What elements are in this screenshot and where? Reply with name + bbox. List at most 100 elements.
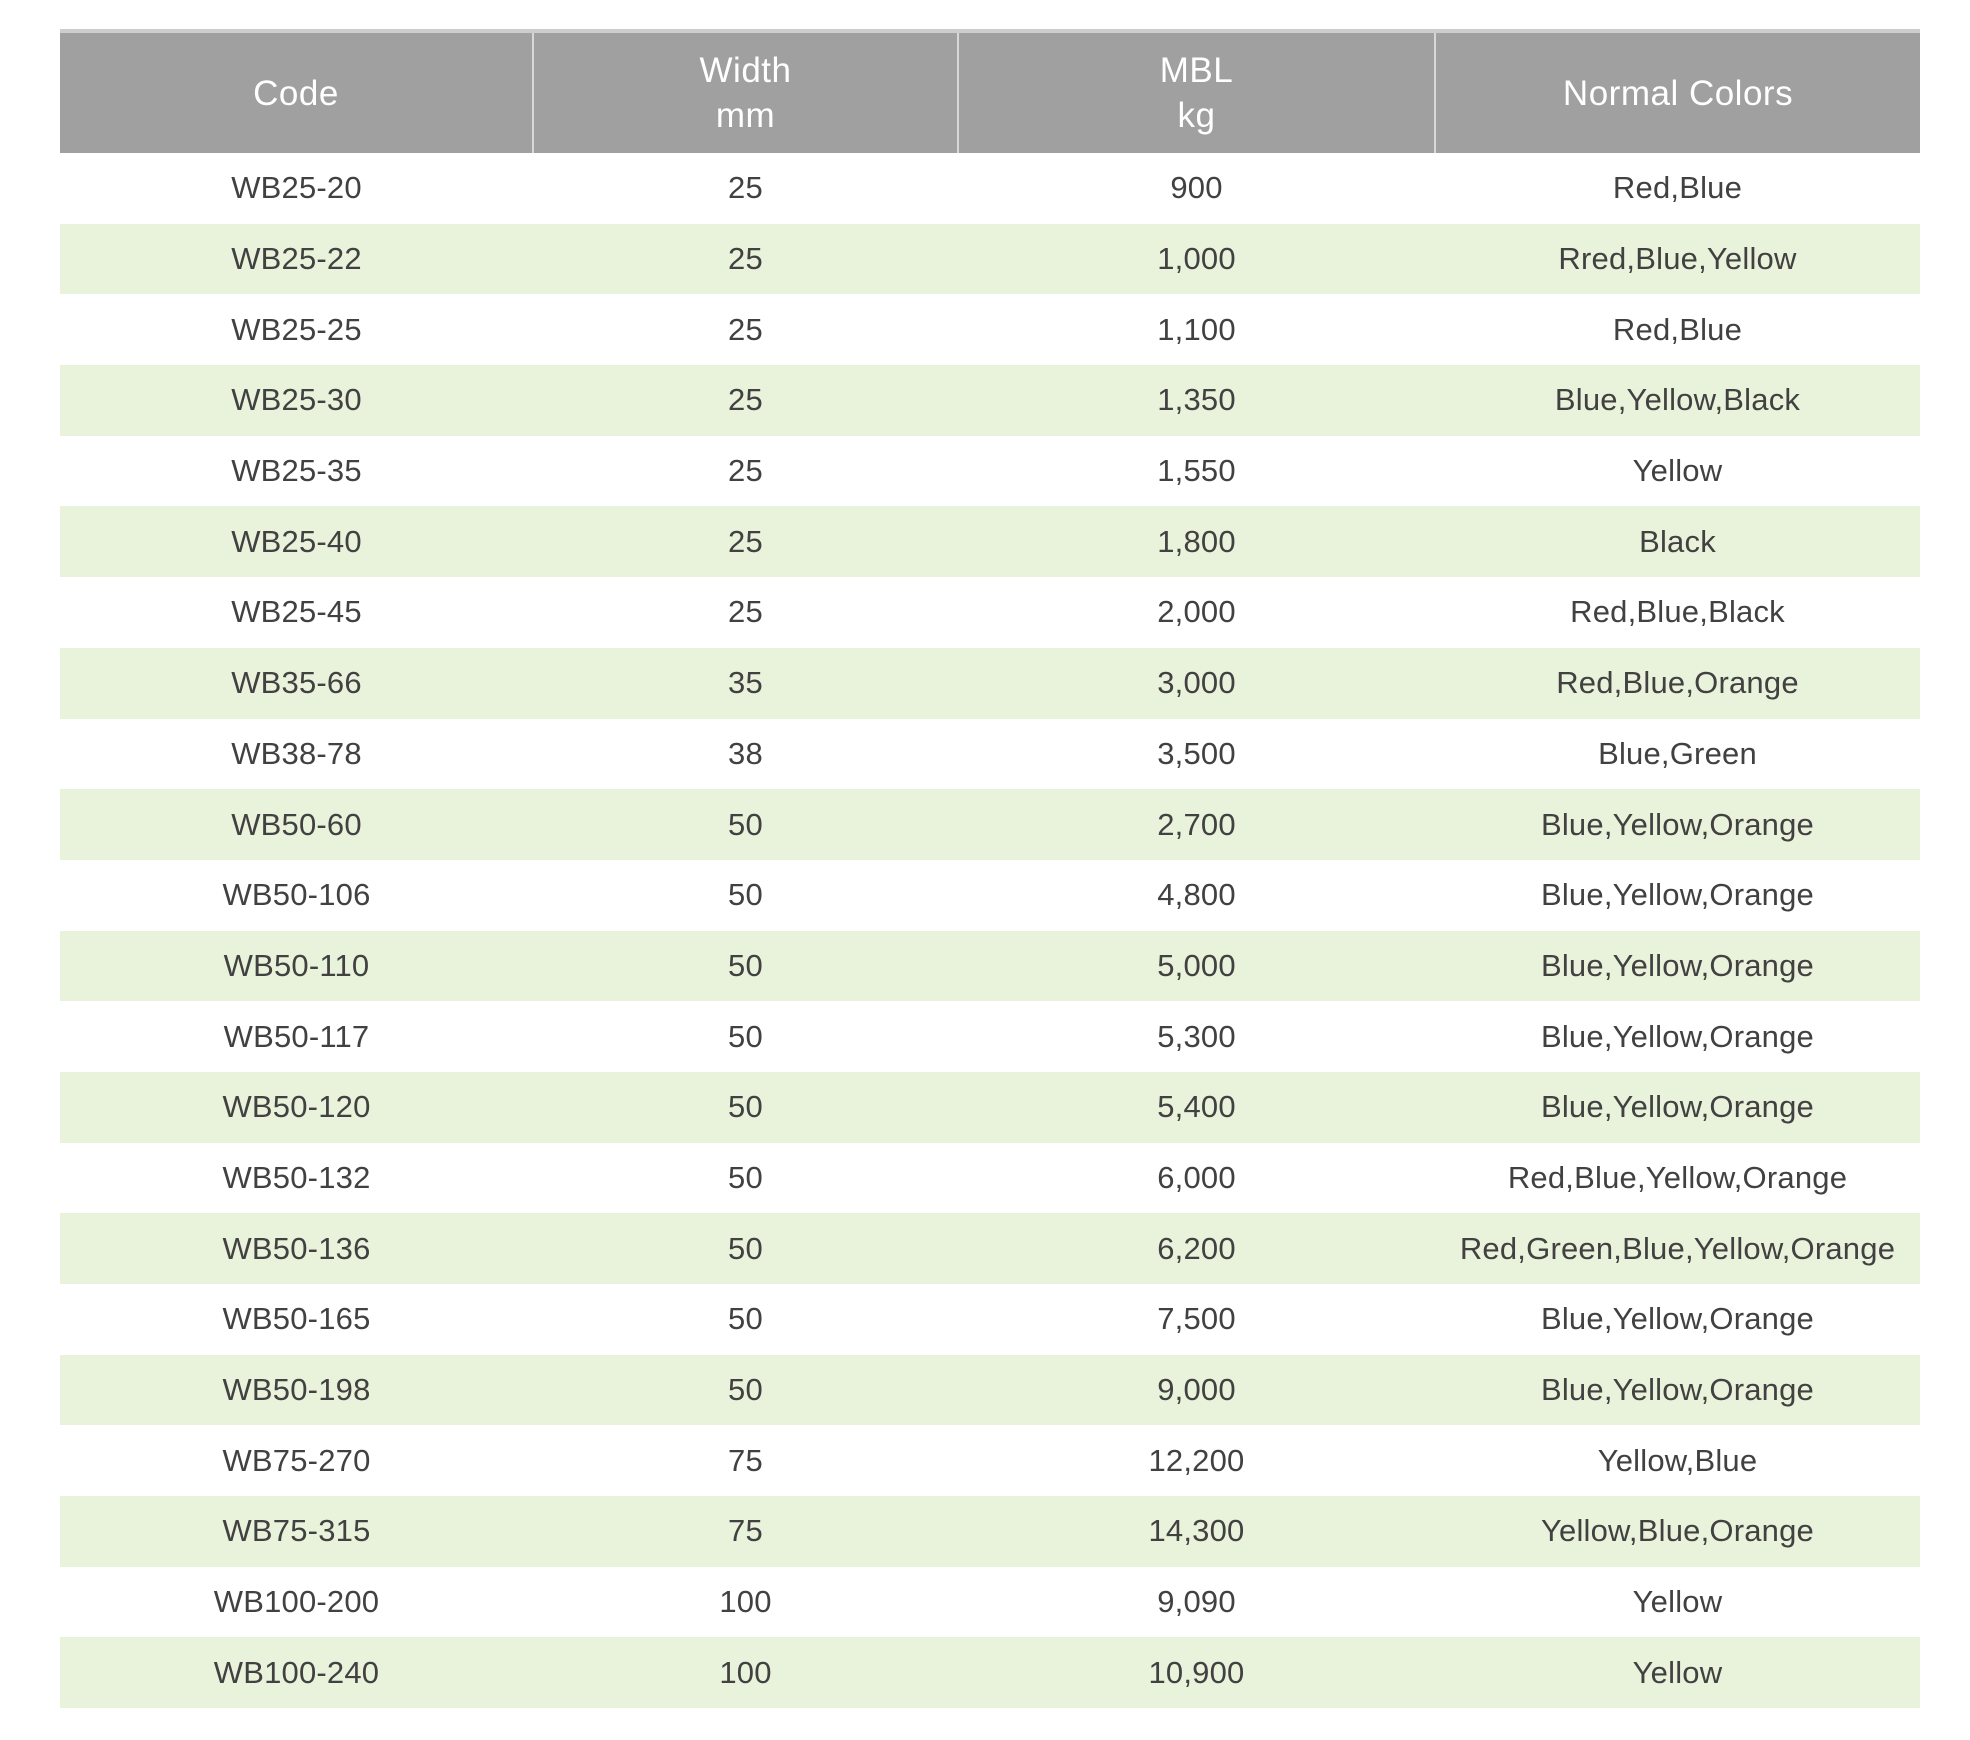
cell-mbl-kg: 1,800 <box>1157 523 1236 559</box>
cell-code: WB25-35 <box>231 453 362 489</box>
cell-mbl-kg: 6,000 <box>1157 1159 1236 1195</box>
cell-normal-colors: Blue,Yellow,Orange <box>1540 877 1815 913</box>
column-header-width-label: Width <box>699 51 792 90</box>
table-row: WB50-106 50 4,800 Blue,Yellow,Orange <box>60 859 1920 931</box>
cell-code: WB25-40 <box>231 523 362 559</box>
cell-normal-colors: Blue,Yellow,Orange <box>1540 1018 1815 1054</box>
cell-normal-colors: Yellow,Blue,Orange <box>1540 1513 1815 1549</box>
cell-mbl-kg: 7,500 <box>1157 1301 1236 1337</box>
table-row: WB25-35 25 1,550 Yellow <box>60 435 1920 507</box>
table-row: WB100-200 100 9,090 Yellow <box>60 1566 1920 1638</box>
table-row: WB50-60 50 2,700 Blue,Yellow,Orange <box>60 789 1920 860</box>
column-header-normal-colors-label: Normal Colors <box>1562 73 1794 113</box>
cell-normal-colors: Blue,Yellow,Orange <box>1540 1089 1815 1125</box>
cell-code: WB100-240 <box>213 1654 380 1690</box>
cell-width-mm: 50 <box>728 1230 763 1266</box>
table-row: WB25-45 25 2,000 Red,Blue,Black <box>60 577 1920 648</box>
cell-code: WB50-132 <box>222 1159 371 1195</box>
table-row: WB25-40 25 1,800 Black <box>60 506 1920 578</box>
cell-mbl-kg: 9,000 <box>1157 1372 1236 1408</box>
cell-mbl-kg: 3,000 <box>1157 665 1236 701</box>
table-row: WB50-110 50 5,000 Blue,Yellow,Orange <box>60 930 1920 1002</box>
cell-mbl-kg: 12,200 <box>1148 1442 1245 1478</box>
cell-mbl-kg: 1,100 <box>1157 311 1236 347</box>
cell-mbl-kg: 3,500 <box>1157 735 1236 771</box>
cell-mbl-kg: 6,200 <box>1157 1230 1236 1266</box>
cell-width-mm: 100 <box>719 1654 772 1690</box>
cell-code: WB100-200 <box>213 1584 380 1620</box>
cell-normal-colors: Yellow <box>1632 1584 1723 1620</box>
table-row: WB50-165 50 7,500 Blue,Yellow,Orange <box>60 1284 1920 1355</box>
column-header-code-label: Code <box>253 73 339 113</box>
cell-normal-colors: Blue,Green <box>1598 735 1757 771</box>
cell-width-mm: 50 <box>728 1159 763 1195</box>
column-header-mbl-label: MBL <box>1159 51 1234 90</box>
cell-mbl-kg: 4,800 <box>1157 877 1236 913</box>
cell-mbl-kg: 900 <box>1170 170 1223 206</box>
cell-normal-colors: Blue,Yellow,Orange <box>1540 806 1815 842</box>
cell-code: WB25-45 <box>231 594 362 630</box>
cell-width-mm: 25 <box>728 311 763 347</box>
cell-mbl-kg: 2,000 <box>1157 594 1236 630</box>
cell-width-mm: 25 <box>728 594 763 630</box>
table-row: WB50-117 50 5,300 Blue,Yellow,Orange <box>60 1001 1920 1072</box>
cell-code: WB50-60 <box>231 806 362 842</box>
cell-code: WB50-136 <box>222 1230 371 1266</box>
cell-normal-colors: Blue,Yellow,Black <box>1554 382 1801 418</box>
cell-width-mm: 35 <box>728 665 763 701</box>
cell-width-mm: 50 <box>728 1301 763 1337</box>
cell-normal-colors: Black <box>1639 523 1716 559</box>
table-row: WB50-198 50 9,000 Blue,Yellow,Orange <box>60 1354 1920 1426</box>
cell-code: WB75-270 <box>222 1442 371 1478</box>
column-header-width: Width mm <box>532 29 958 153</box>
cell-code: WB50-106 <box>222 877 371 913</box>
table-row: WB50-120 50 5,400 Blue,Yellow,Orange <box>60 1071 1920 1143</box>
cell-code: WB38-78 <box>231 735 362 771</box>
table-row: WB38-78 38 3,500 Blue,Green <box>60 718 1920 790</box>
cell-code: WB25-25 <box>231 311 362 347</box>
table-row: WB25-20 25 900 Red,Blue <box>60 153 1920 224</box>
table-row: WB75-270 75 12,200 Yellow,Blue <box>60 1425 1920 1497</box>
cell-normal-colors: Blue,Yellow,Orange <box>1540 947 1815 983</box>
cell-mbl-kg: 9,090 <box>1157 1584 1236 1620</box>
cell-width-mm: 25 <box>728 241 763 277</box>
cell-mbl-kg: 2,700 <box>1157 806 1236 842</box>
cell-mbl-kg: 1,000 <box>1157 241 1236 277</box>
cell-code: WB25-20 <box>231 170 362 206</box>
table-row: WB50-136 50 6,200 Red,Green,Blue,Yellow,… <box>60 1213 1920 1284</box>
column-header-width-sublabel: mm <box>715 96 776 135</box>
table-row: WB25-25 25 1,100 Red,Blue <box>60 294 1920 366</box>
column-header-mbl-sublabel: kg <box>1177 96 1216 135</box>
cell-normal-colors: Red,Blue <box>1612 170 1743 206</box>
cell-normal-colors: Red,Blue,Black <box>1570 594 1785 630</box>
cell-code: WB25-22 <box>231 241 362 277</box>
cell-code: WB75-315 <box>222 1513 371 1549</box>
cell-width-mm: 25 <box>728 523 763 559</box>
cell-mbl-kg: 5,000 <box>1157 947 1236 983</box>
table-row: WB25-22 25 1,000 Rred,Blue,Yellow <box>60 223 1920 295</box>
cell-width-mm: 50 <box>728 1089 763 1125</box>
cell-normal-colors: Yellow <box>1632 1654 1723 1690</box>
cell-normal-colors: Red,Green,Blue,Yellow,Orange <box>1459 1230 1896 1266</box>
cell-code: WB50-117 <box>223 1018 370 1054</box>
cell-mbl-kg: 5,400 <box>1157 1089 1236 1125</box>
header-row: Code Width mm MBL kg Normal Colors <box>60 29 1920 153</box>
cell-width-mm: 25 <box>728 170 763 206</box>
cell-width-mm: 25 <box>728 453 763 489</box>
cell-width-mm: 50 <box>728 1372 763 1408</box>
cell-mbl-kg: 5,300 <box>1157 1018 1236 1054</box>
cell-width-mm: 38 <box>728 735 763 771</box>
cell-width-mm: 50 <box>728 806 763 842</box>
cell-normal-colors: Yellow <box>1632 453 1723 489</box>
cell-normal-colors: Yellow,Blue <box>1597 1442 1758 1478</box>
cell-normal-colors: Blue,Yellow,Orange <box>1540 1301 1815 1337</box>
cell-width-mm: 100 <box>719 1584 772 1620</box>
cell-code: WB50-198 <box>222 1372 371 1408</box>
column-header-mbl: MBL kg <box>957 29 1435 153</box>
cell-normal-colors: Rred,Blue,Yellow <box>1558 241 1797 277</box>
column-header-normal-colors: Normal Colors <box>1434 29 1920 153</box>
webbing-spec-table: Code Width mm MBL kg Normal Colors WB25-… <box>60 29 1920 1709</box>
cell-mbl-kg: 10,900 <box>1148 1654 1245 1690</box>
cell-normal-colors: Blue,Yellow,Orange <box>1540 1372 1815 1408</box>
